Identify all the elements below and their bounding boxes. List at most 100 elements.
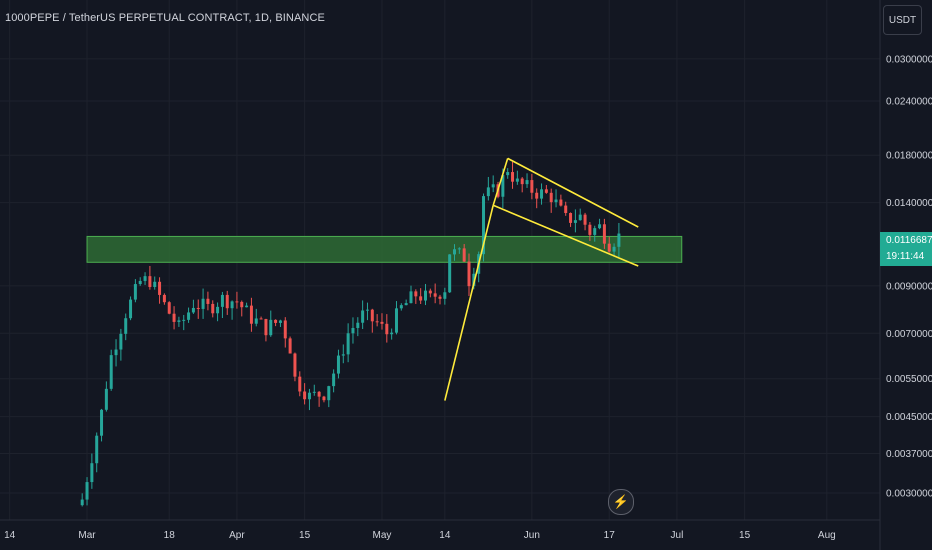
- candle-body: [375, 321, 379, 323]
- candle-body: [220, 294, 224, 307]
- candle-body: [191, 307, 195, 313]
- candle-body: [428, 290, 432, 294]
- candle-body: [307, 392, 311, 400]
- candle-body: [172, 313, 176, 322]
- candle-body: [206, 298, 210, 304]
- candle-body: [535, 192, 539, 199]
- candle-body: [380, 321, 384, 324]
- candle-body: [578, 214, 582, 221]
- trendlines-layer: [444, 157, 639, 401]
- time-tick-label: Apr: [229, 530, 245, 541]
- candle-body: [462, 248, 466, 262]
- candle-body: [80, 499, 84, 506]
- candle-body: [138, 280, 142, 285]
- candle-body: [216, 306, 220, 314]
- trendline: [492, 204, 639, 267]
- time-tick-label: 14: [439, 530, 451, 541]
- time-tick-label: Aug: [818, 530, 836, 541]
- price-tick-label: 0.0045000: [886, 412, 932, 423]
- lightning-icon[interactable]: ⚡: [608, 489, 634, 515]
- candle-body: [361, 310, 365, 323]
- candle-body: [124, 318, 128, 334]
- candle-body: [486, 187, 490, 197]
- price-tick-label: 0.0090000: [886, 281, 932, 292]
- candle-body: [467, 261, 471, 287]
- candle-body: [588, 224, 592, 235]
- candle-body: [235, 301, 239, 303]
- candle-body: [85, 482, 89, 500]
- time-tick-label: 15: [299, 530, 311, 541]
- candle-body: [385, 323, 389, 335]
- candle-body: [288, 338, 292, 354]
- candle-body: [390, 332, 394, 335]
- time-tick-label: Jul: [671, 530, 684, 541]
- candle-body: [278, 320, 282, 323]
- candle-body: [312, 391, 316, 393]
- price-tick-label: 0.0055000: [886, 374, 932, 385]
- candle-body: [129, 299, 133, 319]
- candle-body: [394, 308, 398, 333]
- candle-body: [453, 249, 457, 255]
- candle-body: [511, 172, 515, 182]
- price-tick-label: 0.0240000: [886, 96, 932, 107]
- candle-body: [472, 273, 476, 287]
- candle-body: [332, 373, 336, 387]
- candle-body: [356, 322, 360, 328]
- bar-countdown: 19:11:44: [886, 251, 925, 262]
- candle-body: [438, 296, 442, 299]
- chart-title: 1000PEPE / TetherUS PERPETUAL CONTRACT, …: [5, 12, 325, 24]
- price-tick-label: 0.0140000: [886, 198, 932, 209]
- candle-body: [457, 248, 461, 250]
- candle-body: [399, 305, 403, 309]
- candle-body: [109, 355, 113, 389]
- time-tick-label: 15: [739, 530, 751, 541]
- candle-body: [564, 205, 568, 214]
- candle-body: [443, 292, 447, 299]
- candle-body: [119, 333, 123, 350]
- candle-body: [525, 180, 529, 185]
- candle-body: [559, 199, 563, 206]
- candle-body: [365, 309, 369, 311]
- candle-body: [254, 318, 258, 324]
- currency-button[interactable]: USDT: [883, 5, 922, 35]
- candle-body: [158, 281, 162, 295]
- candle-body: [530, 180, 534, 193]
- price-axis[interactable]: 0.0300000 0.0240000 0.0180000 0.0140000 0.00…: [886, 54, 932, 499]
- candle-body: [612, 246, 616, 252]
- candle-body: [506, 172, 510, 176]
- candle-body: [148, 276, 152, 287]
- candle-body: [409, 291, 413, 304]
- candle-body: [602, 224, 606, 244]
- candle-body: [482, 196, 486, 255]
- candle-body: [177, 320, 181, 322]
- candle-body: [607, 243, 611, 252]
- candle-body: [491, 184, 495, 188]
- time-tick-label: 18: [164, 530, 176, 541]
- candle-body: [240, 301, 244, 308]
- candle-body: [423, 290, 427, 301]
- trendline: [492, 158, 509, 206]
- candle-body: [283, 320, 287, 339]
- candle-body: [433, 293, 437, 297]
- candle-body: [100, 409, 104, 436]
- time-tick-label: 17: [604, 530, 616, 541]
- candle-body: [351, 327, 355, 334]
- time-axis[interactable]: 14 Mar 18 Apr 15 May 14 Jun 17 Jul 15 Aug: [4, 530, 836, 541]
- candle-body: [298, 376, 302, 392]
- time-tick-label: Jun: [524, 530, 540, 541]
- candle-body: [515, 178, 519, 182]
- candle-body: [573, 220, 577, 223]
- candle-body: [583, 214, 587, 225]
- trendline: [507, 157, 639, 228]
- candle-body: [336, 355, 340, 374]
- last-price-value: 0.0116687: [886, 235, 932, 246]
- candle-body: [274, 319, 278, 323]
- candle-body: [554, 199, 558, 203]
- candle-body: [104, 388, 108, 410]
- candle-body: [544, 189, 548, 193]
- price-tick-label: 0.0180000: [886, 151, 932, 162]
- candle-body: [322, 396, 326, 401]
- candle-body: [230, 301, 234, 309]
- candle-body: [549, 192, 553, 203]
